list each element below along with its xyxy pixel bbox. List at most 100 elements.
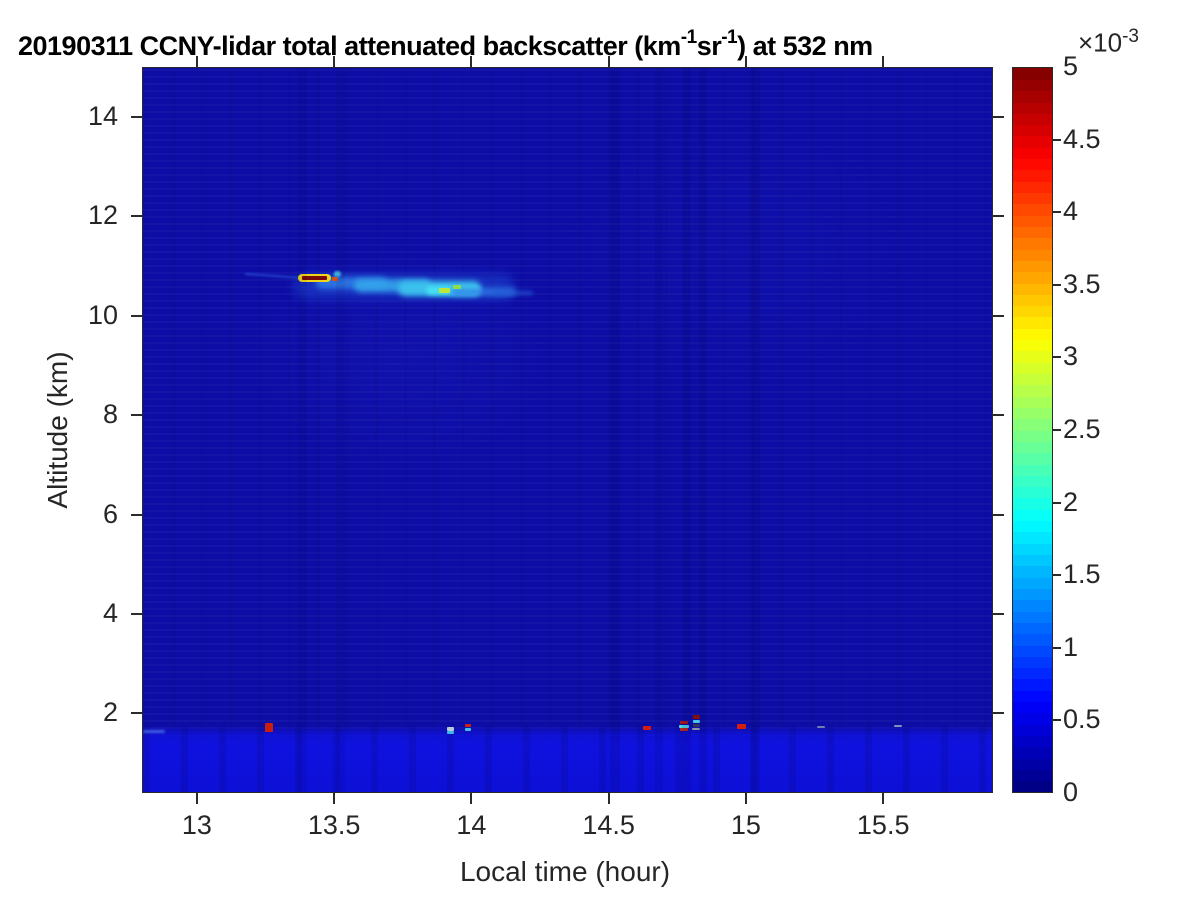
x-tick-label: 14.5 xyxy=(582,810,635,840)
x-tick-bottom xyxy=(195,793,198,804)
colorbar-band xyxy=(1013,79,1052,92)
heatmap-patch xyxy=(450,287,517,296)
x-tick-bottom xyxy=(744,793,747,804)
colorbar-band xyxy=(1013,463,1052,476)
colorbar-band xyxy=(1013,418,1052,431)
heatmap-patch xyxy=(334,270,342,277)
dim-column xyxy=(682,68,691,792)
colorbar-tick-label: 2 xyxy=(1063,486,1079,517)
y-tick-left xyxy=(131,115,142,118)
colorbar-tick xyxy=(1053,356,1061,359)
colorbar-band xyxy=(1013,701,1052,714)
plot-area[interactable] xyxy=(142,67,993,793)
x-tick-bottom xyxy=(882,793,885,804)
colorbar-band xyxy=(1013,543,1052,556)
colorbar-tick-label: 3 xyxy=(1063,341,1079,372)
colorbar-band xyxy=(1013,712,1052,725)
colorbar-band xyxy=(1013,124,1052,137)
colorbar-tick xyxy=(1053,138,1061,141)
y-tick-left xyxy=(131,215,142,218)
colorbar-band xyxy=(1013,430,1052,442)
y-tick-right xyxy=(993,414,1004,417)
heatmap-patch xyxy=(143,730,165,733)
colorbar-band xyxy=(1013,316,1052,329)
heatmap-patch xyxy=(679,720,688,724)
y-tick-label: 12 xyxy=(87,200,118,231)
y-tick-left xyxy=(131,612,142,615)
colorbar-band xyxy=(1013,192,1052,205)
colorbar-tick xyxy=(1053,429,1061,431)
colorbar-band xyxy=(1013,475,1052,488)
colorbar-band xyxy=(1013,769,1052,782)
y-tick-right xyxy=(993,314,1004,317)
colorbar-band xyxy=(1013,667,1052,680)
heatmap-patch xyxy=(692,727,701,730)
colorbar-band xyxy=(1013,622,1052,635)
colorbar-band xyxy=(1013,101,1052,114)
heatmap-patch xyxy=(453,285,462,289)
colorbar-tick-label: 4.5 xyxy=(1063,123,1101,154)
colorbar-band xyxy=(1013,735,1052,748)
heatmap-patch xyxy=(737,724,746,730)
colorbar-band xyxy=(1013,396,1052,408)
colorbar-band xyxy=(1013,520,1052,533)
heatmap-patch xyxy=(315,276,388,289)
x-tick-top xyxy=(607,56,610,67)
heatmap-patch xyxy=(642,726,651,731)
colorbar-band xyxy=(1013,249,1052,261)
y-tick-label: 14 xyxy=(87,100,118,131)
colorbar-band xyxy=(1013,135,1052,148)
heatmap-patch xyxy=(893,724,903,727)
colorbar-band xyxy=(1013,362,1052,375)
colorbar xyxy=(1012,67,1053,793)
colorbar-band xyxy=(1013,441,1052,454)
x-tick-top xyxy=(470,56,473,67)
heatmap-patch xyxy=(692,724,700,727)
colorbar-band xyxy=(1013,305,1052,318)
dim-column xyxy=(654,68,664,792)
colorbar-tick xyxy=(1053,283,1061,286)
colorbar-band xyxy=(1013,384,1052,397)
colorbar-band xyxy=(1013,271,1052,284)
heatmap-patch xyxy=(465,727,472,731)
colorbar-band xyxy=(1013,158,1052,171)
dim-column xyxy=(335,68,346,792)
colorbar-band xyxy=(1013,215,1052,227)
heatmap-patch xyxy=(447,731,454,735)
heatmap-patch xyxy=(265,723,274,733)
dim-column xyxy=(610,68,620,792)
heatmap-patch xyxy=(332,277,339,281)
colorbar-tick-label: 0 xyxy=(1063,777,1079,807)
y-tick-right xyxy=(993,215,1004,218)
x-axis-label: Local time (hour) xyxy=(459,856,671,887)
colorbar-band xyxy=(1013,486,1052,499)
x-tick-bottom xyxy=(333,793,336,804)
colorbar-band xyxy=(1013,758,1052,770)
x-tick-label: 13.5 xyxy=(307,810,361,840)
colorbar-band xyxy=(1013,407,1052,420)
heatmap-patch xyxy=(692,720,700,723)
x-tick-bottom xyxy=(470,793,473,804)
colorbar-tick-label: 3.5 xyxy=(1063,268,1101,299)
colorbar-band xyxy=(1013,350,1052,363)
colorbar-band xyxy=(1013,644,1052,657)
colorbar-exponent-label: ×10-3 xyxy=(1078,26,1139,59)
heatmap-patch xyxy=(678,725,689,728)
y-tick-left xyxy=(131,314,142,317)
colorbar-band xyxy=(1013,780,1052,792)
title-text-3: ) at 532 nm xyxy=(737,31,873,61)
colorbar-band xyxy=(1013,339,1052,352)
y-tick-label: 8 xyxy=(102,399,118,430)
heatmap-patch xyxy=(494,291,533,296)
colorbar-band xyxy=(1013,656,1052,669)
colorbar-tick-label: 4 xyxy=(1063,196,1079,227)
colorbar-band xyxy=(1013,260,1052,273)
heatmap-patch xyxy=(816,726,826,729)
colorbar-band xyxy=(1013,203,1052,216)
colorbar-band xyxy=(1013,531,1052,544)
y-tick-right xyxy=(993,612,1004,615)
colorbar-tick-label: 0.5 xyxy=(1063,704,1101,735)
x-tick-label: 13 xyxy=(181,810,212,840)
x-tick-bottom xyxy=(607,793,610,804)
y-tick-label: 10 xyxy=(87,299,118,330)
